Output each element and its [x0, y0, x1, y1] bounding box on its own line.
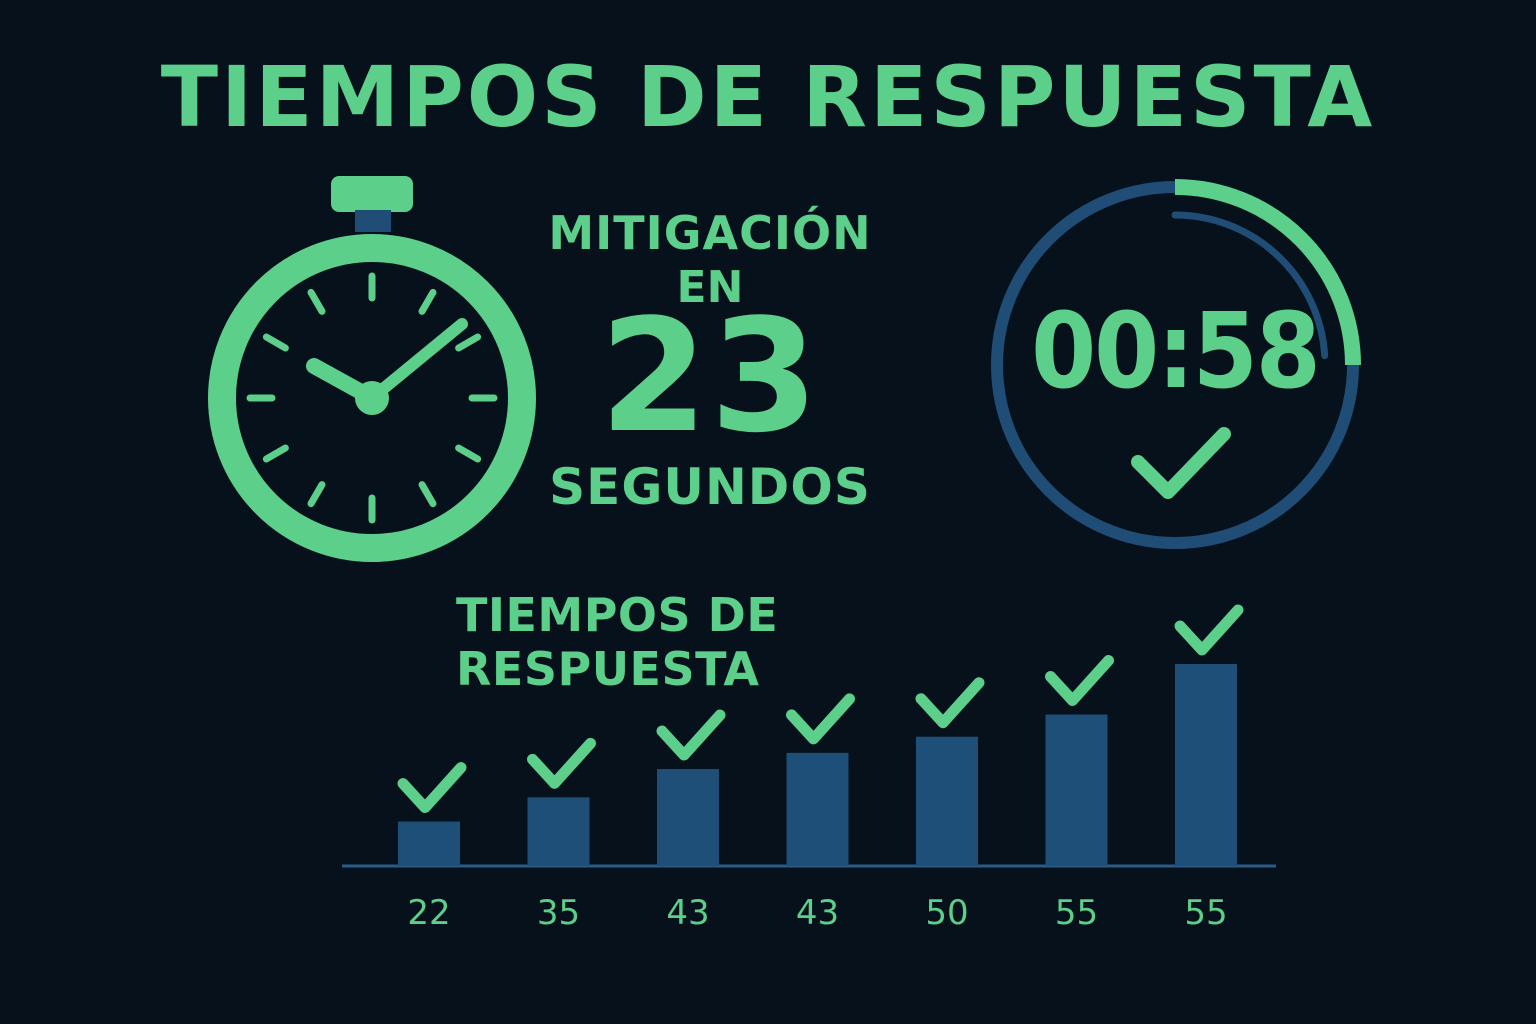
- bar-value-label: 50: [925, 893, 968, 933]
- chart-bar: [657, 769, 719, 866]
- chart-title: TIEMPOS DE RESPUESTA: [456, 588, 779, 696]
- chart-bar: [1045, 714, 1108, 866]
- bar-value-label: 43: [666, 893, 709, 933]
- checkmark-icon: [1174, 604, 1244, 656]
- mitigation-label: MITIGACIÓN: [548, 206, 872, 260]
- timer-inner-arc: [1171, 211, 1329, 360]
- stopwatch-tick: [455, 333, 482, 352]
- stopwatch-tick: [418, 481, 437, 508]
- checkmark-icon: [397, 762, 467, 814]
- page-title: TIEMPOS DE RESPUESTA: [160, 48, 1376, 146]
- bar-value-label: 22: [407, 893, 450, 933]
- mitigation-seconds-value: 23: [599, 285, 821, 467]
- bar-value-label: 55: [1055, 893, 1098, 933]
- stopwatch-tick: [418, 288, 437, 315]
- stopwatch-tick: [307, 481, 326, 508]
- chart-bar: [527, 797, 590, 866]
- stopwatch-tick: [262, 444, 289, 463]
- timer-readout: 00:58: [1031, 290, 1321, 412]
- bar-value-label: 43: [796, 893, 839, 933]
- chart-bar: [1175, 664, 1237, 866]
- checkmark-icon: [1131, 427, 1231, 499]
- chart-bar: [916, 736, 978, 866]
- timer-ring-icon: [991, 179, 1361, 549]
- checkmark-icon: [786, 693, 855, 745]
- timer-progress-arc: [1174, 179, 1361, 366]
- checkmark-icon: [656, 709, 726, 761]
- chart-bar: [398, 821, 460, 866]
- checkmark-icon: [527, 737, 596, 789]
- mitigation-seconds-label: SEGUNDOS: [549, 458, 871, 516]
- stopwatch-tick: [307, 288, 326, 315]
- checkmark-icon: [1045, 655, 1114, 706]
- chart-bar: [786, 752, 849, 866]
- bar-value-label: 55: [1184, 893, 1227, 933]
- checkmark-icon: [915, 677, 985, 729]
- stopwatch-tick: [262, 333, 289, 352]
- bar-value-label: 35: [537, 893, 580, 933]
- stopwatch-icon: [208, 176, 536, 562]
- mitigation-connector: EN: [676, 262, 744, 313]
- stopwatch-tick: [455, 444, 482, 463]
